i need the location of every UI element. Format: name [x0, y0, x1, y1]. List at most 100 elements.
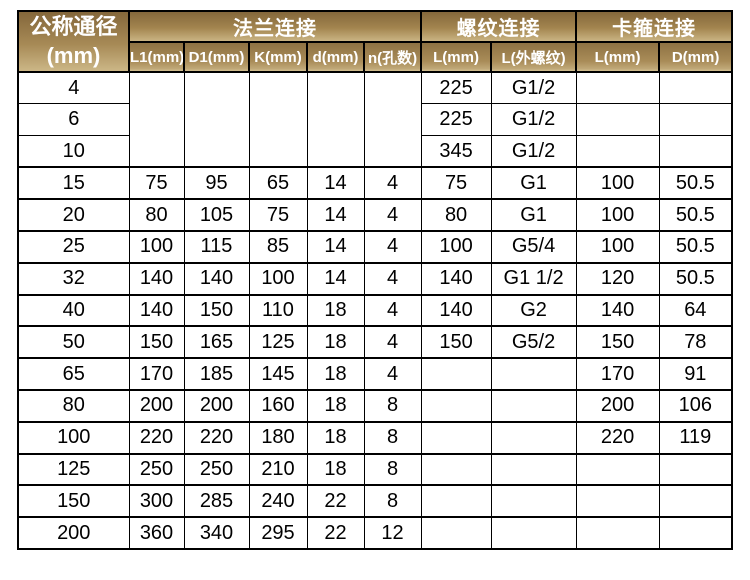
cell-clamp-d — [658, 452, 733, 486]
cell-clamp-d: 106 — [658, 388, 733, 423]
cell-flange-empty — [306, 70, 365, 168]
cell-flange-empty — [363, 70, 422, 168]
cell-clamp-d: 50.5 — [658, 198, 733, 232]
cell-d1: 115 — [183, 229, 250, 264]
cell-thread-g — [490, 420, 577, 455]
cell-thread-l: 150 — [420, 325, 492, 359]
cell-dn: 4 — [17, 71, 130, 105]
cell-clamp-l: 100 — [575, 229, 660, 264]
cell-thread-l: 100 — [420, 229, 492, 264]
cell-dn: 65 — [17, 357, 130, 391]
cell-clamp-d: 64 — [658, 293, 733, 327]
cell-thread-g: G1 — [490, 166, 577, 200]
cell-l1: 220 — [128, 420, 185, 455]
cell-clamp-d — [658, 103, 733, 137]
cell-l1: 360 — [128, 516, 185, 550]
cell-k: 210 — [248, 452, 308, 486]
table-row: 100 220 220 180 18 8 220 119 — [17, 420, 733, 455]
cell-dn: 125 — [17, 452, 130, 486]
col-header-thread-l: L(mm) — [420, 41, 493, 73]
cell-n: 4 — [363, 325, 422, 359]
cell-clamp-l: 100 — [575, 166, 660, 200]
cell-thread-g: G1 1/2 — [490, 261, 577, 296]
col-header-k: K(mm) — [248, 41, 308, 73]
cell-dn: 50 — [17, 325, 130, 359]
table-row: 4 225 G1/2 — [17, 70, 733, 168]
cell-flange-empty — [248, 70, 308, 168]
nominal-diameter-label-line1: 公称通径 — [29, 13, 118, 39]
cell-thread-g — [490, 357, 577, 391]
cell-d: 22 — [306, 516, 365, 550]
cell-thread-g: G1 — [490, 198, 577, 232]
table-row: 6 225 G1/2 — [17, 103, 733, 137]
col-header-thread-g: L(外螺纹) — [490, 41, 578, 73]
table-row: 150 300 285 240 22 8 — [17, 484, 733, 518]
cell-dn: 25 — [17, 229, 130, 264]
cell-l1: 170 — [128, 357, 185, 391]
pipe-dimension-table: 公称通径 (mm) 法兰连接 螺纹连接 卡箍连接 L1(mm) D1(mm) K… — [17, 10, 734, 550]
cell-d: 18 — [306, 325, 365, 359]
cell-clamp-l — [575, 516, 660, 550]
cell-clamp-d: 50.5 — [658, 261, 733, 296]
cell-k: 180 — [248, 420, 308, 455]
cell-thread-l — [420, 357, 492, 391]
table-row: 50 150 165 125 18 4 150 G5/2 150 78 — [17, 325, 733, 359]
cell-n: 12 — [363, 516, 422, 550]
cell-dn: 40 — [17, 293, 130, 327]
cell-k: 125 — [248, 325, 308, 359]
cell-n: 4 — [363, 166, 422, 200]
col-header-l1: L1(mm) — [128, 41, 185, 73]
cell-k: 160 — [248, 388, 308, 423]
cell-clamp-d: 50.5 — [658, 229, 733, 264]
cell-thread-g — [490, 516, 577, 550]
col-header-clamp-l: L(mm) — [575, 41, 661, 73]
cell-dn: 150 — [17, 484, 130, 518]
cell-l1: 250 — [128, 452, 185, 486]
cell-d: 14 — [306, 198, 365, 232]
cell-k: 295 — [248, 516, 308, 550]
cell-k: 145 — [248, 357, 308, 391]
cell-clamp-l — [575, 103, 660, 137]
cell-clamp-l: 200 — [575, 388, 660, 423]
cell-n: 8 — [363, 388, 422, 423]
cell-clamp-l — [575, 71, 660, 105]
table-row: 32 140 140 100 14 4 140 G1 1/2 120 50.5 — [17, 261, 733, 296]
cell-d1: 185 — [183, 357, 250, 391]
cell-l1: 300 — [128, 484, 185, 518]
cell-d1: 285 — [183, 484, 250, 518]
cell-clamp-d — [658, 484, 733, 518]
table-row: 65 170 185 145 18 4 170 91 — [17, 357, 733, 391]
cell-n: 8 — [363, 452, 422, 486]
table-row: 80 200 200 160 18 8 200 106 — [17, 388, 733, 423]
cell-clamp-l: 220 — [575, 420, 660, 455]
cell-thread-l: 80 — [420, 198, 492, 232]
cell-k: 75 — [248, 198, 308, 232]
flange-connection-group-header: 法兰连接 — [127, 10, 423, 43]
table-row: 125 250 250 210 18 8 — [17, 452, 733, 486]
cell-n: 8 — [363, 420, 422, 455]
cell-d: 18 — [306, 420, 365, 455]
cell-thread-l — [420, 484, 492, 518]
cell-d1: 250 — [183, 452, 250, 486]
cell-clamp-d — [658, 135, 733, 168]
cell-d1: 165 — [183, 325, 250, 359]
cell-l1: 140 — [128, 293, 185, 327]
cell-thread-l — [420, 388, 492, 423]
cell-clamp-l: 140 — [575, 293, 660, 327]
cell-d1: 150 — [183, 293, 250, 327]
cell-clamp-l — [575, 452, 660, 486]
table-row: 40 140 150 110 18 4 140 G2 140 64 — [17, 293, 733, 327]
table-row: 200 360 340 295 22 12 — [17, 516, 733, 550]
cell-clamp-d: 91 — [658, 357, 733, 391]
col-header-d: d(mm) — [306, 41, 365, 73]
cell-dn: 10 — [17, 135, 130, 168]
cell-thread-g: G2 — [490, 293, 577, 327]
cell-flange-empty — [183, 70, 250, 168]
cell-k: 100 — [248, 261, 308, 296]
cell-dn: 6 — [17, 103, 130, 137]
thread-connection-group-header: 螺纹连接 — [420, 10, 578, 43]
cell-k: 240 — [248, 484, 308, 518]
cell-thread-l — [420, 420, 492, 455]
cell-thread-g: G5/4 — [490, 229, 577, 264]
col-header-d1: D1(mm) — [183, 41, 250, 73]
